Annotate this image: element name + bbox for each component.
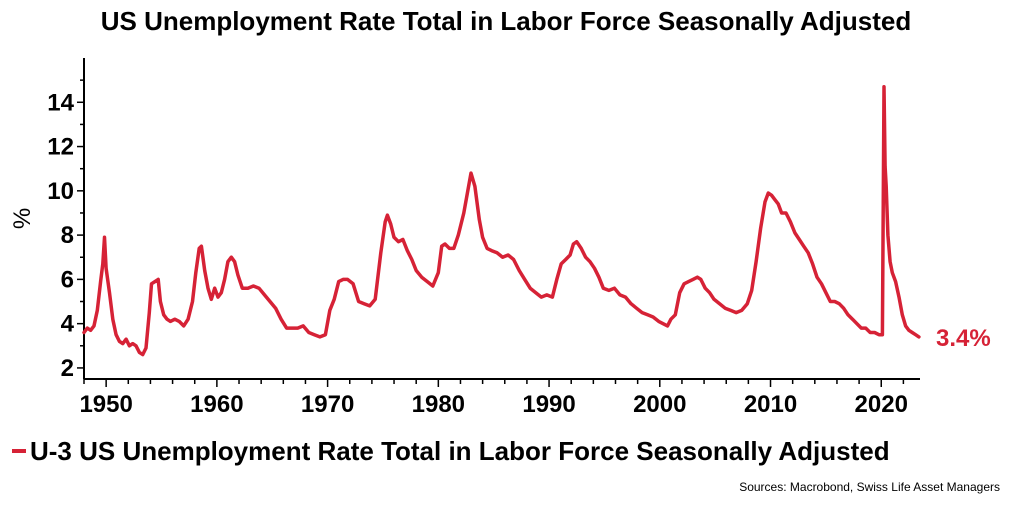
y-tick-label: 2 xyxy=(61,355,74,382)
x-tick-label: 1960 xyxy=(190,391,243,418)
x-tick-label: 2020 xyxy=(855,391,908,418)
legend-label: U-3 US Unemployment Rate Total in Labor … xyxy=(30,435,890,466)
y-axis-label: % xyxy=(9,208,36,229)
x-tick-label: 1980 xyxy=(412,391,465,418)
y-tick-label: 10 xyxy=(47,178,74,205)
x-tick-label: 2000 xyxy=(633,391,686,418)
legend-swatch xyxy=(12,449,26,453)
legend: U-3 US Unemployment Rate Total in Labor … xyxy=(12,434,890,468)
chart-title: US Unemployment Rate Total in Labor Forc… xyxy=(100,6,912,36)
x-axis: 1950 1960 1970 1980 1990 2000 2010 2020 xyxy=(79,378,920,418)
y-tick-label: 14 xyxy=(47,89,74,116)
y-tick-label: 8 xyxy=(61,222,74,249)
x-tick-label: 1990 xyxy=(522,391,575,418)
series-line-u3-unemployment xyxy=(82,85,921,357)
y-tick-label: 6 xyxy=(61,266,74,293)
x-tick-label: 1970 xyxy=(301,391,354,418)
source-note: Sources: Macrobond, Swiss Life Asset Man… xyxy=(739,480,1000,494)
last-value-label: 3.4% xyxy=(936,325,991,352)
y-tick-label: 12 xyxy=(47,134,74,161)
x-tick-label: 2010 xyxy=(744,391,797,418)
y-tick-label: 4 xyxy=(61,311,75,338)
x-tick-label: 1950 xyxy=(79,391,132,418)
line-chart: 2 4 6 8 10 12 14 1950 1960 1970 1980 1990 2000 2010 2… xyxy=(9,58,991,418)
y-axis: 2 4 6 8 10 12 14 xyxy=(47,58,85,382)
